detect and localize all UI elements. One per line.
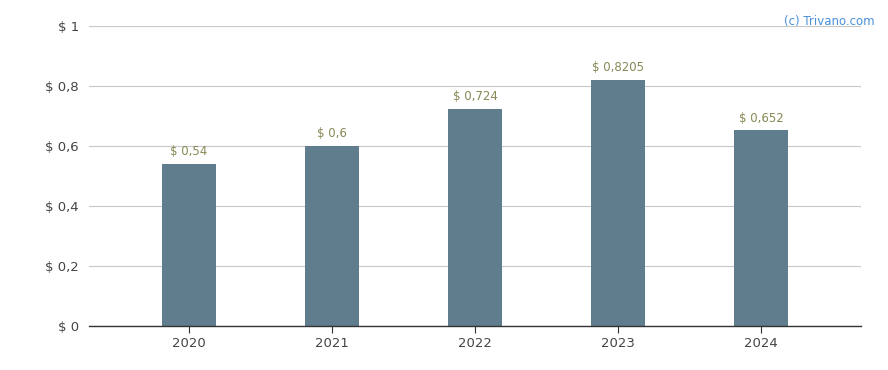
Text: $ 0,724: $ 0,724 — [453, 90, 497, 103]
Bar — [734, 130, 789, 326]
Text: (c) Trivano.com: (c) Trivano.com — [784, 15, 875, 28]
Bar — [162, 164, 216, 326]
Bar — [591, 80, 646, 326]
Text: $ 0,652: $ 0,652 — [739, 112, 783, 125]
Text: $ 0,8205: $ 0,8205 — [592, 61, 644, 74]
Text: $ 0,6: $ 0,6 — [317, 127, 347, 140]
Bar — [305, 146, 359, 326]
Text: $ 0,54: $ 0,54 — [170, 145, 208, 158]
Bar — [448, 109, 503, 326]
